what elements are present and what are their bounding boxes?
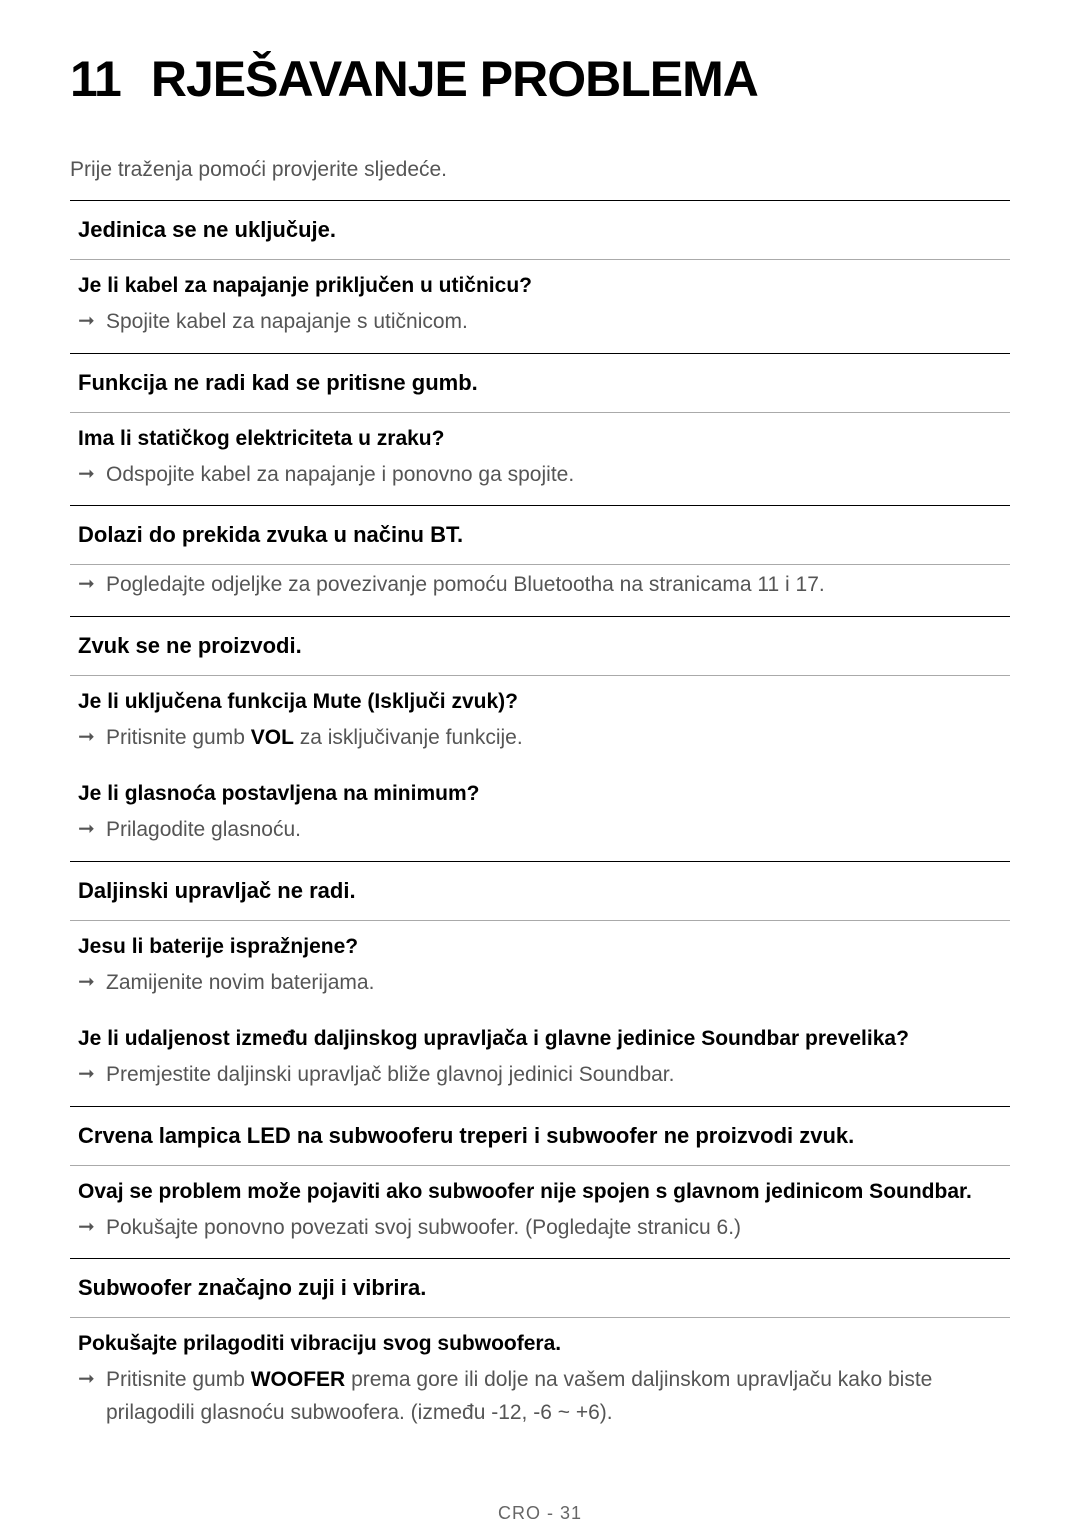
arrow-icon: ➞ [78,1059,106,1086]
page-number: CRO - 31 [70,1503,1010,1524]
question-text: Jesu li baterije ispražnjene? [70,921,1010,963]
question-text: Je li udaljenost između daljinskog uprav… [70,1013,1010,1055]
section-header: Daljinski upravljač ne radi. [70,861,1010,921]
section-header: Subwoofer značajno zuji i vibrira. [70,1258,1010,1318]
answer-text: Zamijenite novim baterijama. [106,967,1002,1000]
arrow-icon: ➞ [78,814,106,841]
answer-text: Prilagodite glasnoću. [106,814,1002,847]
question-text: Je li glasnoća postavljena na minimum? [70,768,1010,810]
arrow-icon: ➞ [78,722,106,749]
answer-row: ➞Pritisnite gumb VOL za isključivanje fu… [70,718,1010,769]
answer-text: Premjestite daljinski upravljač bliže gl… [106,1059,1002,1092]
answer-text: Pokušajte ponovno povezati svoj subwoofe… [106,1212,1002,1245]
intro-text: Prije traženja pomoći provjerite sljedeć… [70,158,1010,182]
arrow-icon: ➞ [78,1212,106,1239]
chapter-text: RJEŠAVANJE PROBLEMA [151,51,758,107]
question-text: Je li uključena funkcija Mute (Isključi … [70,676,1010,718]
question-text: Ima li statičkog elektriciteta u zraku? [70,413,1010,455]
arrow-icon: ➞ [78,967,106,994]
arrow-icon: ➞ [78,569,106,596]
section-header: Jedinica se ne uključuje. [70,200,1010,260]
answer-text: Odspojite kabel za napajanje i ponovno g… [106,459,1002,492]
arrow-icon: ➞ [78,306,106,333]
section-header: Dolazi do prekida zvuka u načinu BT. [70,505,1010,565]
answer-row: ➞Odspojite kabel za napajanje i ponovno … [70,455,1010,506]
answer-row: ➞Pritisnite gumb WOOFER prema gore ili d… [70,1360,1010,1443]
arrow-icon: ➞ [78,459,106,486]
section-header: Crvena lampica LED na subwooferu treperi… [70,1106,1010,1166]
section-header: Funkcija ne radi kad se pritisne gumb. [70,353,1010,413]
chapter-number: 11 [70,51,121,107]
question-text: Ovaj se problem može pojaviti ako subwoo… [70,1166,1010,1208]
arrow-icon: ➞ [78,1364,106,1391]
troubleshooting-content: Jedinica se ne uključuje.Je li kabel za … [70,200,1010,1443]
answer-row: ➞Spojite kabel za napajanje s utičnicom. [70,302,1010,353]
answer-row: ➞Pokušajte ponovno povezati svoj subwoof… [70,1208,1010,1259]
section-header: Zvuk se ne proizvodi. [70,616,1010,676]
question-text: Pokušajte prilagoditi vibraciju svog sub… [70,1318,1010,1360]
answer-text: Spojite kabel za napajanje s utičnicom. [106,306,1002,339]
answer-text: Pogledajte odjeljke za povezivanje pomoć… [106,569,1002,602]
answer-row: ➞Prilagodite glasnoću. [70,810,1010,861]
page-title: 11 RJEŠAVANJE PROBLEMA [70,50,1010,108]
answer-row: ➞Pogledajte odjeljke za povezivanje pomo… [70,565,1010,616]
answer-row: ➞Zamijenite novim baterijama. [70,963,1010,1014]
answer-text: Pritisnite gumb VOL za isključivanje fun… [106,722,1002,755]
answer-text: Pritisnite gumb WOOFER prema gore ili do… [106,1364,1002,1429]
answer-row: ➞Premjestite daljinski upravljač bliže g… [70,1055,1010,1106]
question-text: Je li kabel za napajanje priključen u ut… [70,260,1010,302]
